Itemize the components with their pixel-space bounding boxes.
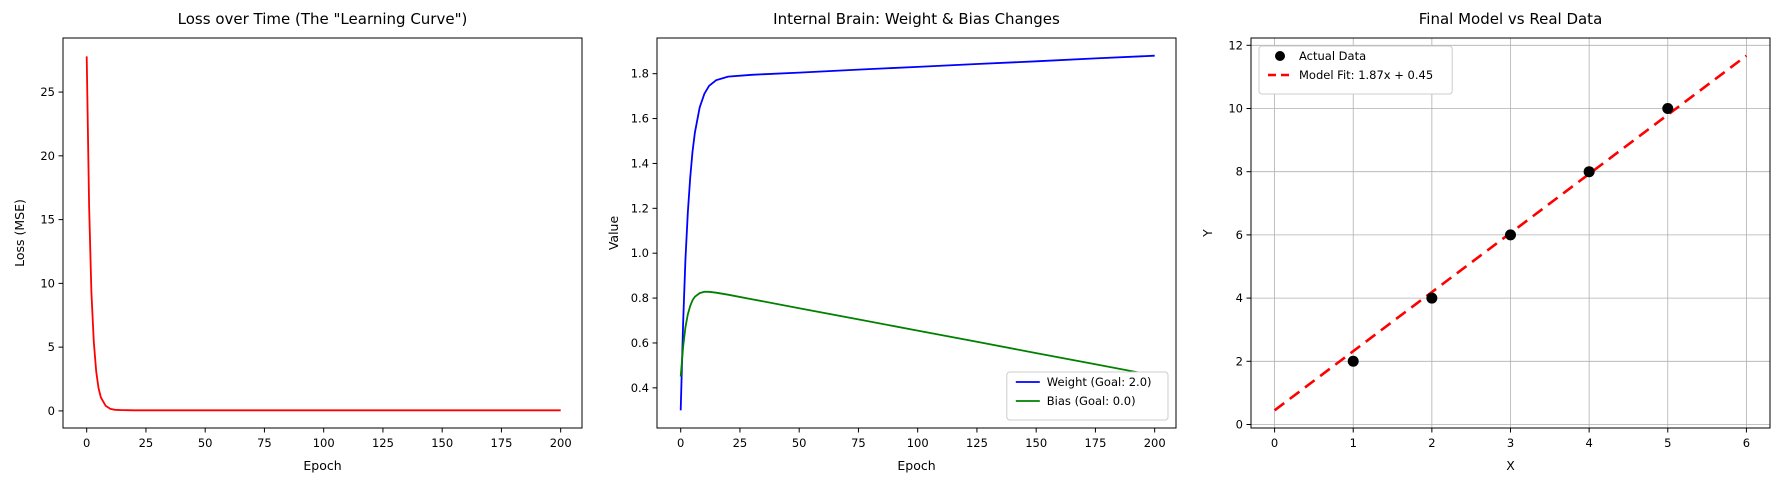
x-tick-label: 125 [966,436,988,450]
chart-title: Final Model vs Real Data [1419,10,1603,28]
x-tick-label: 200 [1144,436,1166,450]
plot-area: 0 25 50 75 100 125 150 175 200 0.4 0.6 0.8 1.0 1.2 1.4… [631,37,1177,450]
y-tick-label: 0.6 [631,336,649,350]
y-tick-label: 0 [48,404,55,418]
y-tick-label: 15 [40,213,55,227]
x-tick-label: 25 [733,436,748,450]
y-tick-label: 25 [40,85,55,99]
plot-area: 0 25 50 75 100 125 150 175 200 0 5 10 15 20 25 [40,37,583,450]
x-tick-label: 25 [139,436,154,450]
y-tick-label: 1.2 [631,201,649,215]
x-tick-label: 4 [1585,436,1592,450]
axes-box [656,37,1177,429]
scatter-point [1426,292,1438,304]
legend-label: Model Fit: 1.87x + 0.45 [1299,68,1433,82]
x-tick-label: 175 [490,436,512,450]
x-tick-label: 75 [851,436,866,450]
y-tick-label: 4 [1236,291,1243,305]
scatter-point [1347,355,1359,367]
legend-box [1258,45,1453,95]
series-line [679,290,1155,377]
x-axis-label: Epoch [897,458,935,473]
y-tick-label: 1.0 [631,246,649,260]
series-line [679,54,1155,411]
y-axis-label: Loss (MSE) [12,199,27,267]
y-axis-label: Value [606,216,621,251]
y-tick-label: 2 [1236,354,1243,368]
x-tick-label: 6 [1743,436,1750,450]
scatter-point [1505,229,1516,241]
x-tick-label: 150 [1025,436,1047,450]
y-tick-label: 1.6 [631,112,649,126]
x-tick-label: 3 [1507,436,1514,450]
y-tick-label: 6 [1236,228,1243,242]
series-line [85,56,561,412]
y-tick-label: 10 [1228,101,1243,115]
loss-curve-chart: Loss over Time (The "Learning Curve") Ep… [12,10,583,473]
x-axis-label: X [1506,458,1515,473]
scatter-point [1583,166,1595,178]
chart-title: Loss over Time (The "Learning Curve") [178,10,468,28]
y-tick-label: 0.4 [631,381,649,395]
y-tick-label: 10 [40,276,55,290]
x-tick-label: 0 [677,436,684,450]
x-tick-label: 5 [1664,436,1671,450]
y-tick-label: 8 [1236,165,1243,179]
x-tick-label: 50 [792,436,807,450]
y-tick-label: 1.8 [631,67,649,81]
chart-title: Internal Brain: Weight & Bias Changes [773,10,1060,28]
x-tick-label: 0 [1271,436,1278,450]
x-tick-label: 0 [83,436,90,450]
legend-label: Actual Data [1299,49,1366,63]
model-fit-chart: Final Model vs Real Data X Y 0 1 2 3 4 5 60246… [1200,10,1771,473]
y-tick-label: 0.8 [631,291,649,305]
x-tick-label: 75 [257,436,272,450]
x-tick-label: 175 [1084,436,1106,450]
axes-box [62,37,583,429]
scatter-point [1662,102,1674,114]
y-tick-label: 5 [48,340,55,354]
weight-bias-chart: Internal Brain: Weight & Bias Changes Ep… [606,10,1177,473]
x-tick-label: 2 [1428,436,1435,450]
x-tick-label: 1 [1350,436,1357,450]
x-tick-label: 100 [907,436,929,450]
y-tick-label: 20 [40,149,55,163]
y-tick-label: 12 [1228,38,1243,52]
legend-label: Weight (Goal: 2.0) [1047,375,1152,389]
legend-marker [1275,51,1285,61]
x-tick-label: 100 [313,436,335,450]
x-tick-label: 50 [198,436,213,450]
y-tick-label: 0 [1236,417,1243,431]
legend-label: Bias (Goal: 0.0) [1047,394,1136,408]
y-axis-label: Y [1200,229,1215,238]
x-tick-label: 125 [372,436,394,450]
x-axis-label: Epoch [303,458,341,473]
legend-box [1006,371,1169,421]
x-tick-label: 150 [431,436,453,450]
x-tick-label: 200 [550,436,572,450]
y-tick-label: 1.4 [631,156,649,170]
